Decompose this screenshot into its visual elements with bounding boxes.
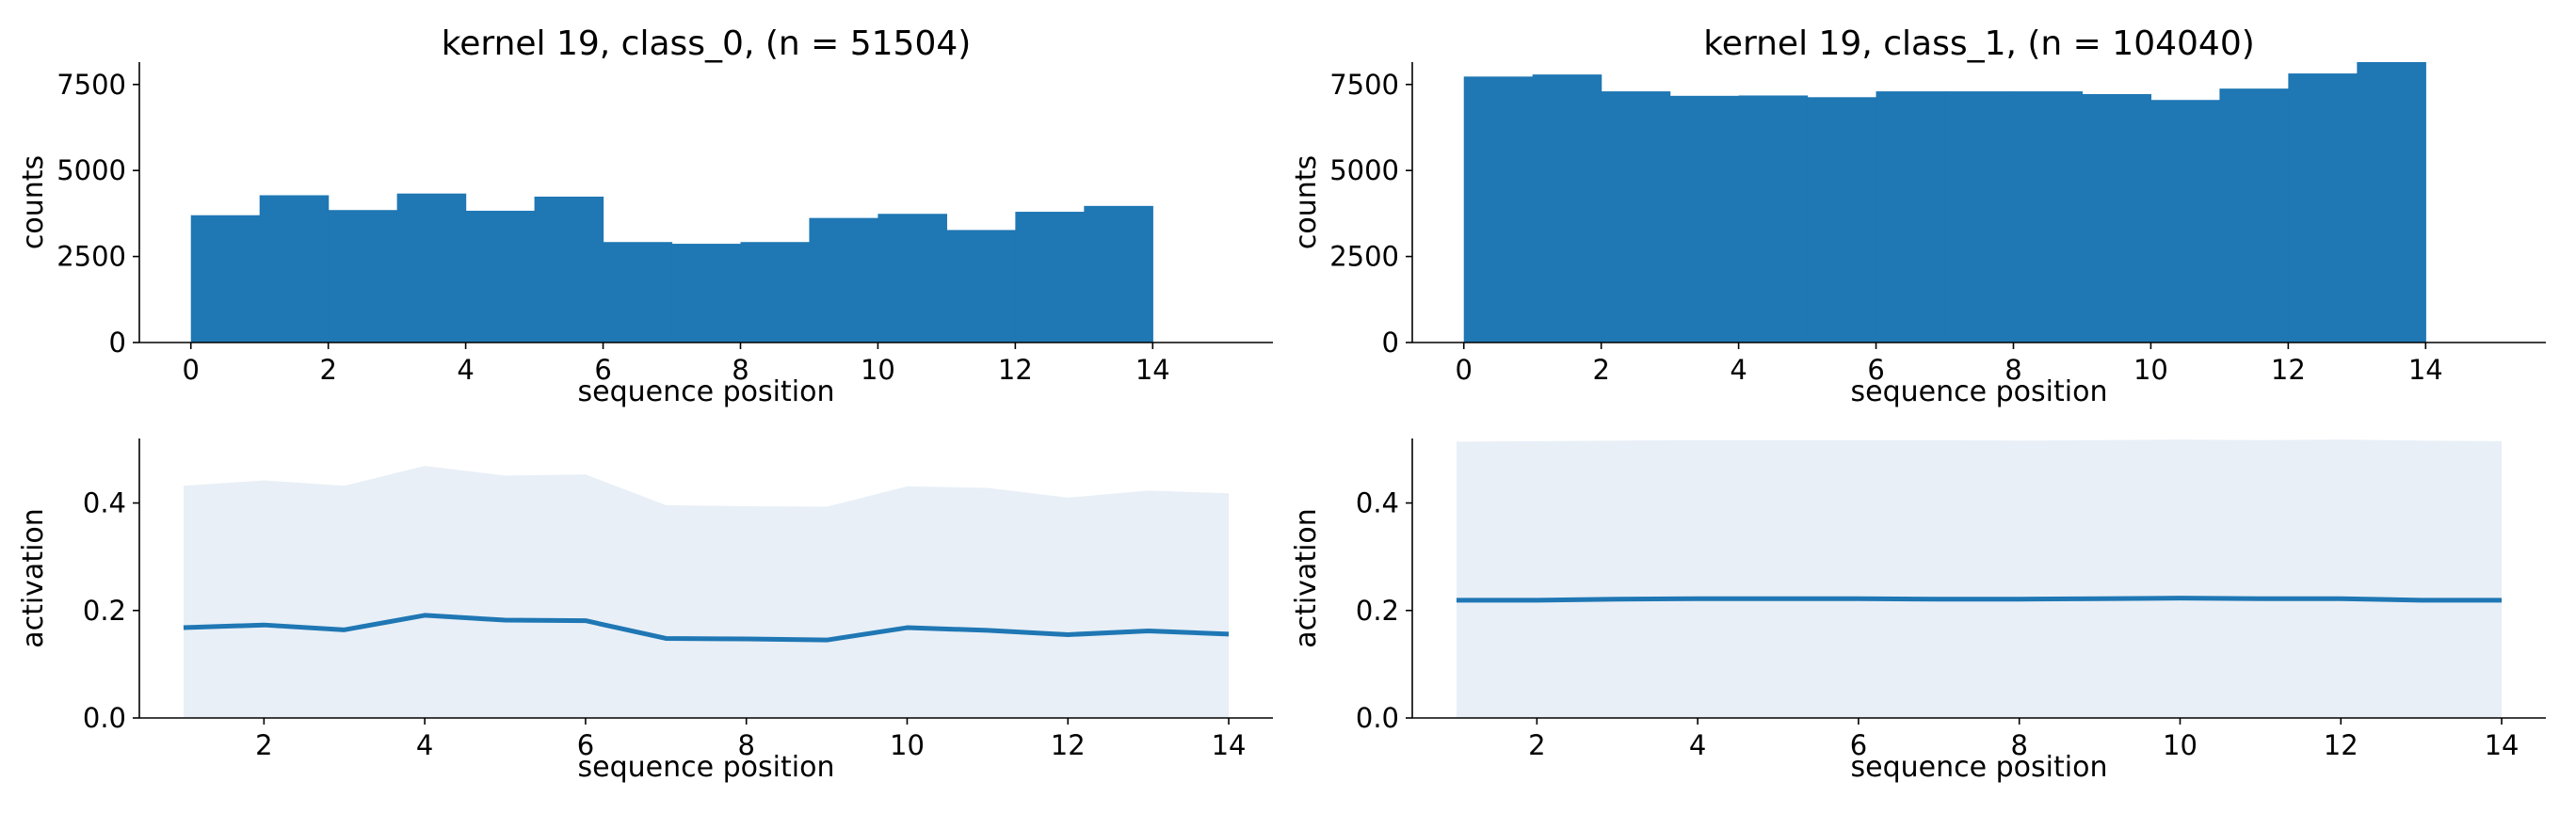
x-tick-label: 14 <box>1212 729 1247 761</box>
histogram-bar <box>1015 212 1085 343</box>
x-tick-label: 8 <box>732 354 749 386</box>
histogram-bar <box>809 217 879 343</box>
x-tick-label: 6 <box>594 354 611 386</box>
activation-range-band <box>183 466 1230 718</box>
y-tick-label: 0.0 <box>1356 702 1399 734</box>
y-tick-label: 0.4 <box>1356 487 1399 519</box>
histogram-bar <box>465 210 536 343</box>
x-tick-label: 8 <box>737 729 754 761</box>
histogram-bar <box>1876 91 1946 343</box>
histogram-bar <box>1532 74 1602 343</box>
histogram-bar <box>1807 97 1877 343</box>
x-tick-label: 0 <box>1456 354 1473 386</box>
histogram-bar <box>328 210 398 343</box>
x-tick-label: 14 <box>1135 354 1170 386</box>
mean-activation-line <box>1456 596 2503 603</box>
x-tick-label: 4 <box>457 354 474 386</box>
chart-act-class1: 2 4 6 8 10 12 14 0.0 0.2 0.4 sequence position acti… <box>1290 438 2546 784</box>
x-tick-label: 2 <box>1592 354 1609 386</box>
histogram-bar <box>671 244 742 343</box>
histogram-bar <box>603 242 673 343</box>
x-tick-label: 12 <box>1051 729 1086 761</box>
x-tick-label: 2 <box>319 354 336 386</box>
chart-hist-class0: 0 2 4 6 8 10 12 14 0 2500 5000 7500 sequence positio… <box>17 24 1273 408</box>
x-tick-label: 2 <box>255 729 272 761</box>
x-tick-label: 14 <box>2408 354 2443 386</box>
histogram-bar <box>534 196 604 343</box>
x-tick-label: 0 <box>183 354 200 386</box>
y-tick-label: 0.2 <box>1356 595 1399 627</box>
y-axis-label: activation <box>1290 508 1323 648</box>
x-tick-label: 4 <box>416 729 433 761</box>
y-tick-label: 0 <box>1382 327 1399 359</box>
histogram-bar <box>2013 91 2084 343</box>
y-tick-label: 7500 <box>56 69 126 101</box>
activation-range-band <box>1456 439 2503 718</box>
histogram-bar <box>2357 62 2426 343</box>
x-axis-label: sequence position <box>578 375 835 408</box>
chart-title: kernel 19, class_1, (n = 104040) <box>1703 24 2255 63</box>
y-axis-label: counts <box>1290 155 1323 249</box>
histogram-bar <box>2150 100 2220 343</box>
y-tick-label: 2500 <box>1329 241 1399 273</box>
y-tick-label: 5000 <box>56 154 126 186</box>
x-tick-label: 12 <box>998 354 1033 386</box>
x-tick-label: 8 <box>2004 354 2021 386</box>
x-tick-label: 12 <box>2271 354 2306 386</box>
y-tick-label: 0.4 <box>83 487 126 519</box>
x-tick-label: 10 <box>2163 729 2198 761</box>
y-axis-label: activation <box>17 508 50 648</box>
x-tick-label: 4 <box>1730 354 1747 386</box>
histogram-bar <box>259 195 330 343</box>
histogram-bar <box>2219 88 2289 343</box>
x-tick-label: 10 <box>890 729 925 761</box>
x-tick-label: 12 <box>2324 729 2359 761</box>
chart-title: kernel 19, class_0, (n = 51504) <box>442 24 972 63</box>
histogram-bar <box>1601 91 1671 343</box>
x-tick-label: 8 <box>2010 729 2027 761</box>
y-axis-label: counts <box>17 155 50 249</box>
y-tick-label: 0.2 <box>83 595 126 627</box>
x-tick-label: 10 <box>2133 354 2168 386</box>
x-axis-label: sequence position <box>578 751 835 784</box>
x-tick-label: 10 <box>861 354 895 386</box>
x-axis-label: sequence position <box>1851 375 2108 408</box>
histogram-bar <box>2288 73 2358 343</box>
histogram-bar <box>740 242 811 343</box>
histogram-bar <box>1084 205 1153 343</box>
x-tick-label: 14 <box>2485 729 2520 761</box>
histogram-bar <box>190 215 261 343</box>
histogram-bar <box>946 230 1016 343</box>
histogram-bar <box>1944 91 2015 343</box>
histogram-bar <box>2082 94 2152 343</box>
histogram-bar <box>877 214 947 343</box>
chart-act-class0: 2 4 6 8 10 12 14 0.0 0.2 0.4 sequence position acti… <box>17 438 1273 784</box>
y-tick-label: 2500 <box>56 241 126 273</box>
x-tick-label: 2 <box>1528 729 1545 761</box>
x-tick-label: 6 <box>1867 354 1884 386</box>
x-axis-label: sequence position <box>1851 751 2108 784</box>
histogram-bar <box>1463 76 1534 343</box>
y-tick-label: 5000 <box>1329 154 1399 186</box>
y-tick-label: 0.0 <box>83 702 126 734</box>
y-tick-label: 0 <box>109 327 126 359</box>
histogram-bar <box>1669 95 1740 343</box>
histogram-bar <box>396 193 467 343</box>
x-tick-label: 6 <box>577 729 594 761</box>
x-tick-label: 4 <box>1689 729 1706 761</box>
chart-hist-class1: 0 2 4 6 8 10 12 14 0 2500 5000 7500 sequence positio… <box>1290 24 2546 408</box>
x-tick-label: 6 <box>1850 729 1867 761</box>
histogram-bar <box>1738 95 1809 343</box>
y-tick-label: 7500 <box>1329 69 1399 101</box>
mean-activation-line <box>183 613 1230 643</box>
